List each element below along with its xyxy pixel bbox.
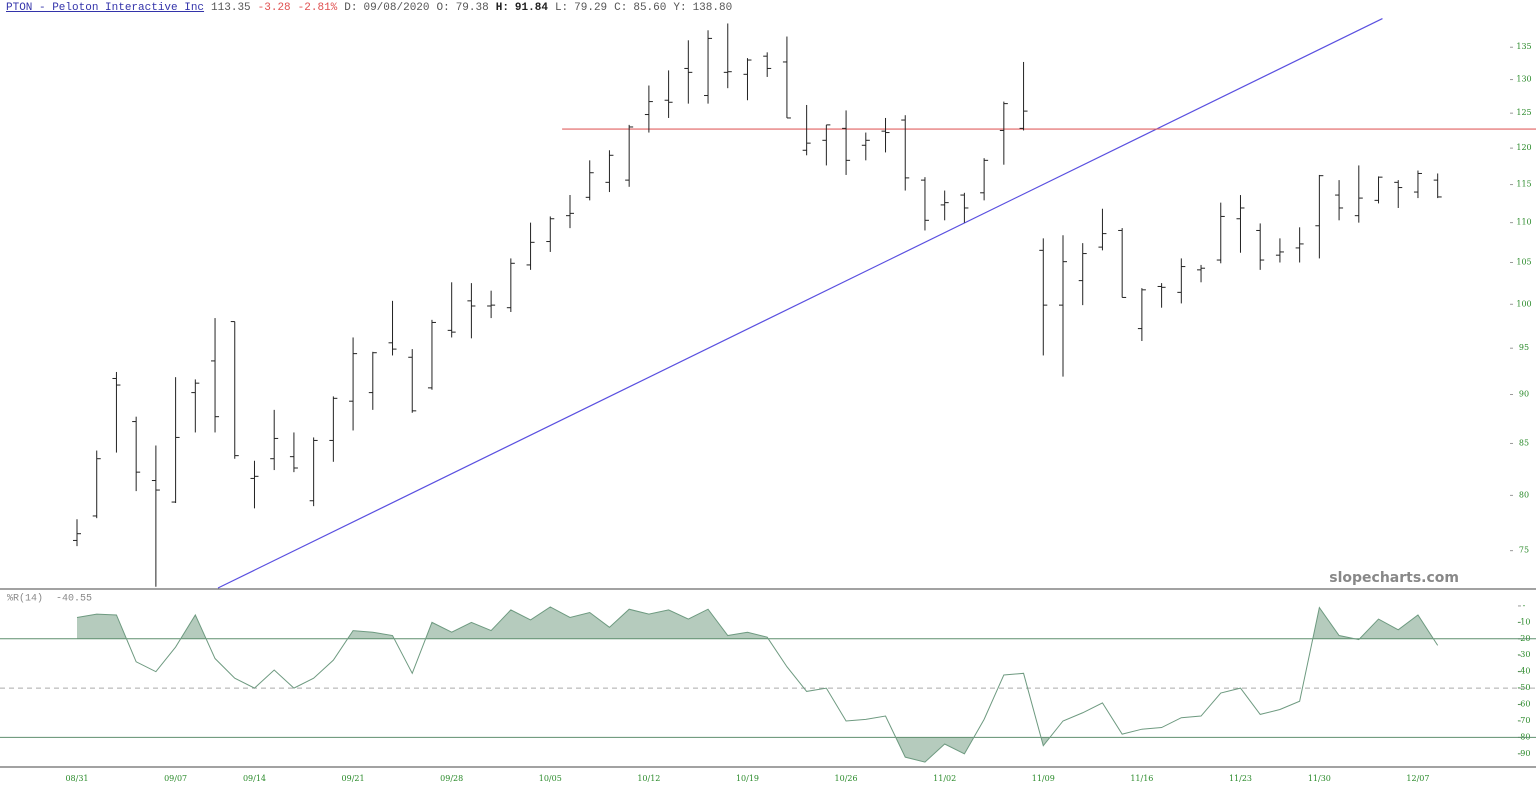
price-plot	[73, 18, 1536, 589]
indicator-line	[76, 606, 1439, 763]
header-field: O: 79.38	[437, 2, 489, 14]
x-tick-label: 10/12	[637, 774, 660, 783]
zone-fill	[77, 737, 1438, 763]
y-tick-label: 95	[1519, 343, 1529, 352]
drawn-line	[217, 18, 1383, 589]
field-label: Y:	[673, 2, 687, 14]
y-tick-label: -60	[1518, 700, 1531, 709]
x-tick-label: 10/05	[539, 774, 562, 783]
change: -3.28	[257, 2, 291, 14]
field-value: 138.80	[692, 2, 733, 14]
y-tick-label: 125	[1516, 108, 1531, 117]
field-label: H:	[495, 2, 509, 14]
y-tick-label: 100	[1516, 299, 1531, 308]
field-value: 79.29	[574, 2, 608, 14]
header-field: C: 85.60	[614, 2, 666, 14]
y-tick-label: 85	[1519, 438, 1529, 447]
zone-fill	[77, 606, 1434, 639]
y-tick-label: -90	[1518, 749, 1531, 758]
y-tick-label: -40	[1518, 667, 1531, 676]
field-label: D:	[344, 2, 358, 14]
x-tick-label: 08/31	[65, 774, 88, 783]
field-value: 09/08/2020	[363, 2, 430, 14]
indicator-value: -40.55	[56, 594, 92, 605]
y-tick-label: 90	[1519, 390, 1529, 399]
field-value: 85.60	[633, 2, 667, 14]
header: PTON - Peloton Interactive Inc 113.35 -3…	[6, 2, 732, 14]
header-field: D: 09/08/2020	[344, 2, 429, 14]
symbol-link[interactable]: PTON - Peloton Interactive Inc	[6, 2, 205, 14]
indicator-title: %R(14)	[7, 593, 43, 605]
y-tick-label: 80	[1519, 490, 1529, 499]
x-tick-label: 09/28	[440, 774, 463, 783]
field-label: O:	[436, 2, 450, 14]
y-tick-label: 130	[1516, 75, 1531, 84]
x-tick-label: 09/07	[164, 774, 187, 783]
x-tick-label: 12/07	[1406, 774, 1429, 783]
y-tick-label: -30	[1518, 650, 1531, 659]
header-field: Y: 138.80	[673, 2, 732, 14]
y-tick-label: -70	[1518, 716, 1531, 725]
watermark: slopecharts.com	[1329, 570, 1459, 586]
y-tick-label: -10	[1518, 617, 1531, 626]
x-tick-label: 11/16	[1130, 774, 1153, 783]
x-tick-label: 09/21	[342, 774, 365, 783]
x-tick-label: 11/23	[1229, 774, 1252, 783]
field-label: C:	[614, 2, 628, 14]
y-tick-label: 110	[1516, 218, 1531, 227]
header-field: L: 79.29	[555, 2, 607, 14]
y-tick-label: 75	[1519, 546, 1529, 555]
field-value: 79.38	[455, 2, 489, 14]
y-tick-label: 115	[1516, 180, 1531, 189]
y-tick-label: 105	[1516, 257, 1531, 266]
x-tick-label: 09/14	[243, 774, 266, 783]
field-label: L:	[554, 2, 569, 14]
x-tick-label: 10/26	[835, 774, 858, 783]
last-price: 113.35	[211, 2, 251, 14]
x-tick-label: 11/09	[1032, 774, 1055, 783]
header-field: H: 91.84	[496, 2, 548, 14]
y-tick-label: -	[1523, 601, 1526, 610]
change-pct: -2.81%	[297, 2, 338, 14]
x-tick-label: 10/19	[736, 774, 759, 783]
x-tick-label: 11/02	[933, 774, 956, 783]
y-tick-label: 135	[1516, 42, 1531, 51]
x-tick-label: 11/30	[1308, 774, 1331, 783]
field-value: 91.84	[514, 2, 548, 14]
y-tick-label: 120	[1516, 143, 1531, 152]
